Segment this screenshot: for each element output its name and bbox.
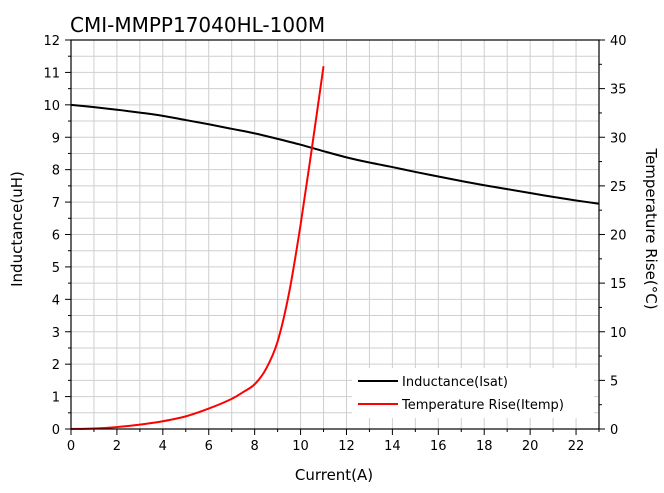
y2-tick-label: 10 xyxy=(610,326,627,341)
x-tick-label: 20 xyxy=(522,439,539,454)
y-tick-label: 8 xyxy=(52,164,60,179)
legend-label-inductance: Inductance(Isat) xyxy=(402,375,508,390)
legend-label-temperature: Temperature Rise(Itemp) xyxy=(401,398,564,413)
x-tick-label: 12 xyxy=(338,439,355,454)
y2-axis-title: Temperature Rise(°C) xyxy=(642,147,660,309)
series-lines xyxy=(70,66,600,430)
y2-tick-label: 30 xyxy=(610,131,627,146)
x-tick-label: 10 xyxy=(292,439,309,454)
y-tick-label: 3 xyxy=(52,326,60,341)
y2-tick-label: 35 xyxy=(610,83,627,98)
series-line-temperature-rise xyxy=(70,66,325,430)
y2-tick-label: 25 xyxy=(610,180,627,195)
y2-tick-label: 5 xyxy=(610,374,618,389)
x-axis-title: Current(A) xyxy=(295,466,373,484)
y-axis-title: Inductance(uH) xyxy=(8,171,26,287)
x-tick-label: 2 xyxy=(113,439,121,454)
y-tick-label: 1 xyxy=(52,391,60,406)
x-tick-label: 0 xyxy=(67,439,75,454)
x-tick-label: 18 xyxy=(476,439,493,454)
y-tick-label: 5 xyxy=(52,261,60,276)
y2-tick-label: 15 xyxy=(610,277,627,292)
x-tick-label: 14 xyxy=(384,439,401,454)
chart-title: CMI-MMPP17040HL-100M xyxy=(70,13,325,37)
y-tick-label: 12 xyxy=(43,34,60,49)
axis-ticks: 0 2 4 6 8 10 12 14 16 18 20 22012345678910111205101… xyxy=(43,34,626,454)
legend: Inductance(Isat) Temperature Rise(Itemp) xyxy=(352,368,594,418)
x-tick-label: 8 xyxy=(251,439,259,454)
y-tick-label: 4 xyxy=(52,293,60,308)
y2-tick-label: 20 xyxy=(610,229,627,244)
series-line-inductance xyxy=(70,103,600,205)
x-tick-label: 16 xyxy=(430,439,447,454)
y-tick-label: 11 xyxy=(43,66,60,81)
y-tick-label: 10 xyxy=(43,99,60,114)
y-tick-label: 9 xyxy=(52,131,60,146)
y-tick-label: 7 xyxy=(52,196,60,211)
x-tick-label: 6 xyxy=(205,439,213,454)
y2-tick-label: 40 xyxy=(610,34,627,49)
y-tick-label: 6 xyxy=(52,229,60,244)
legend-box xyxy=(352,368,594,418)
y-tick-label: 0 xyxy=(52,423,60,438)
y-tick-label: 2 xyxy=(52,358,60,373)
x-tick-label: 22 xyxy=(568,439,585,454)
x-tick-label: 4 xyxy=(159,439,167,454)
y2-tick-label: 0 xyxy=(610,423,618,438)
